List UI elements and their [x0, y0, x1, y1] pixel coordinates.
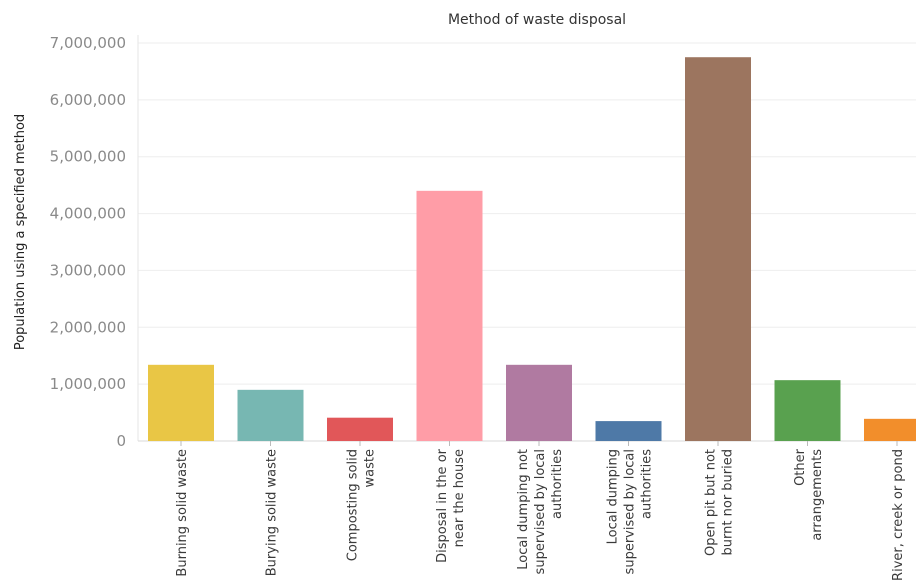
category-label-line: Open pit but not [704, 449, 719, 556]
chart-title: Method of waste disposal [448, 12, 626, 28]
category-label: Burning solid waste [175, 449, 190, 577]
category-label-line: near the house [452, 449, 467, 547]
y-tick-label: 7,000,000 [50, 34, 126, 52]
category-label: River, creek or pond [891, 449, 906, 581]
bar [327, 417, 393, 441]
y-axis-ticks: 0 1,000,000 2,000,000 3,000,000 4,000,000 5,0… [50, 34, 126, 450]
category-label-line: arrangements [810, 449, 825, 541]
category-label-line: Burying solid waste [265, 449, 280, 576]
category-label-line: Local dumping [606, 449, 621, 544]
category-label-line: authorities [550, 449, 565, 519]
bar [148, 364, 214, 441]
category-label-line: supervised by local [533, 449, 548, 574]
category-label-line: Disposal in the or [435, 448, 450, 562]
category-label: Other arrangements [793, 448, 825, 540]
category-label: Local dumping not supervised by local auth… [516, 449, 565, 575]
category-label-line: Composting solid [346, 449, 361, 561]
category-label-line: supervised by local [623, 449, 638, 574]
category-label-line: burnt nor buried [721, 449, 736, 555]
bar [774, 380, 841, 441]
bar [237, 389, 304, 441]
category-label-line: authorities [640, 449, 655, 519]
y-axis-label: Population using a specified method [13, 114, 28, 350]
category-label-line: Burning solid waste [175, 449, 190, 577]
category-label: Local dumping supervised by local authorit… [606, 449, 655, 575]
category-label: Disposal in the or near the house [435, 448, 467, 562]
y-tick-label: 0 [116, 432, 126, 450]
bar [685, 57, 751, 441]
category-label: Composting solid waste [346, 449, 378, 561]
y-tick-label: 1,000,000 [50, 375, 126, 393]
category-label-line: Other [793, 448, 808, 486]
y-tick-label: 2,000,000 [50, 318, 126, 336]
category-label: Open pit but not burnt nor buried [704, 449, 736, 556]
category-label-line: River, creek or pond [891, 449, 906, 581]
bar [864, 418, 916, 441]
bar [595, 421, 662, 441]
y-tick-label: 4,000,000 [50, 205, 126, 223]
bar [506, 364, 572, 441]
category-label-line: Local dumping not [516, 449, 531, 570]
category-label-line: waste [363, 449, 378, 487]
y-tick-label: 3,000,000 [50, 261, 126, 279]
bars [148, 57, 916, 441]
category-labels: Burning solid waste Burying solid waste Co… [175, 441, 906, 581]
y-tick-label: 5,000,000 [50, 148, 126, 166]
category-label: Burying solid waste [265, 449, 280, 576]
bar [416, 190, 483, 441]
y-tick-label: 6,000,000 [50, 91, 126, 109]
